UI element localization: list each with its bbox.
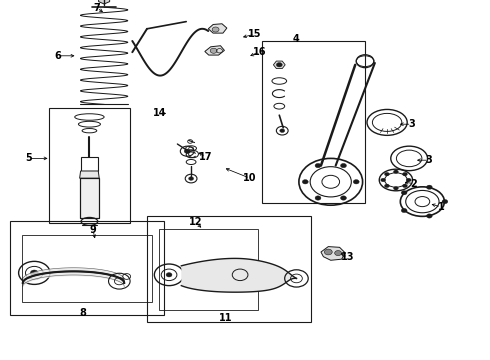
Circle shape [406,178,411,182]
Polygon shape [208,24,227,33]
Circle shape [166,273,172,277]
Polygon shape [98,0,110,4]
Text: 16: 16 [253,47,267,57]
Circle shape [280,129,285,132]
Text: 17: 17 [199,152,213,162]
Circle shape [353,180,359,184]
Circle shape [402,172,407,176]
Circle shape [189,177,194,180]
Circle shape [401,190,407,195]
Text: 3: 3 [408,119,415,129]
Circle shape [385,172,390,176]
Circle shape [335,251,342,256]
Circle shape [426,214,432,218]
Circle shape [341,196,346,200]
Circle shape [276,63,282,67]
Circle shape [426,185,432,189]
Circle shape [210,48,217,53]
Text: 7: 7 [94,3,100,13]
Bar [147,216,311,322]
Text: 13: 13 [341,252,355,262]
Text: 2: 2 [411,179,417,189]
Bar [79,178,99,218]
Polygon shape [321,247,345,260]
Circle shape [212,27,219,32]
Text: 8: 8 [80,308,87,318]
Text: 15: 15 [248,29,262,39]
Circle shape [302,180,308,184]
Bar [80,157,98,171]
Circle shape [401,208,407,213]
Circle shape [393,186,398,190]
Text: 12: 12 [189,217,203,228]
Circle shape [402,184,407,188]
Circle shape [442,199,448,204]
Text: 11: 11 [219,313,232,323]
Circle shape [30,270,38,276]
Bar [49,108,130,223]
Text: 9: 9 [90,225,97,235]
Polygon shape [79,171,99,178]
Circle shape [393,170,398,174]
Circle shape [184,149,190,153]
Text: 3: 3 [425,155,432,165]
Bar [79,178,99,218]
Bar [262,41,365,203]
Bar [10,221,164,315]
Circle shape [324,249,332,255]
Circle shape [315,163,321,168]
Circle shape [315,196,321,200]
Bar [22,235,152,302]
Text: 4: 4 [293,34,300,44]
Text: 14: 14 [152,108,166,118]
Polygon shape [205,46,224,55]
Circle shape [381,178,386,182]
Bar [159,229,258,310]
Text: 1: 1 [438,202,444,212]
Text: 10: 10 [243,173,257,183]
Polygon shape [181,258,296,292]
Circle shape [341,163,346,168]
Polygon shape [273,61,285,68]
Text: 5: 5 [25,153,32,163]
Circle shape [385,184,390,188]
Text: 6: 6 [54,51,61,61]
